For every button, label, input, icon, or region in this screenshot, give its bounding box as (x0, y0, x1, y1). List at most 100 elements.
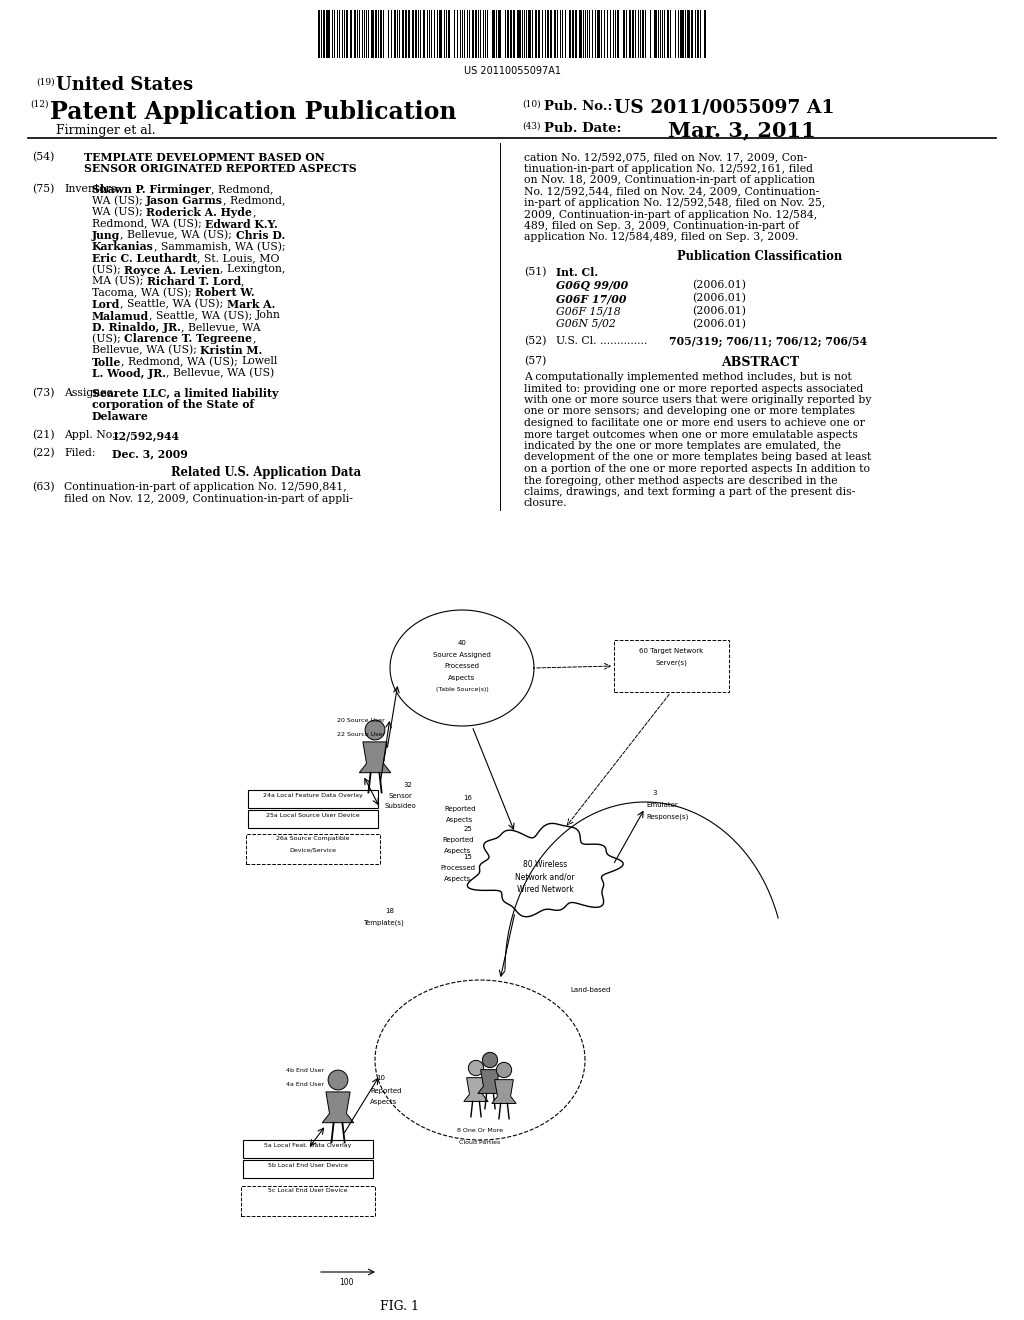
Text: 705/319; 706/11; 706/12; 706/54: 705/319; 706/11; 706/12; 706/54 (669, 337, 867, 347)
Text: Response(s): Response(s) (646, 813, 688, 820)
Text: 12/592,944: 12/592,944 (112, 430, 180, 441)
Text: Tolle: Tolle (92, 356, 122, 367)
Text: FIG. 1: FIG. 1 (381, 1300, 420, 1313)
Bar (380, 11, 382, 58)
Bar (323, 11, 325, 58)
Bar (579, 11, 582, 58)
Circle shape (497, 1063, 512, 1077)
Text: on Nov. 18, 2009, Continuation-in-part of application: on Nov. 18, 2009, Continuation-in-part o… (524, 176, 815, 185)
Bar (597, 11, 600, 58)
Bar (475, 11, 477, 58)
Text: Emulator: Emulator (646, 803, 678, 808)
Text: , Bellevue, WA: , Bellevue, WA (181, 322, 260, 333)
Text: Karkanias: Karkanias (92, 242, 154, 252)
Bar (423, 11, 425, 58)
Circle shape (328, 1071, 348, 1090)
Text: Roderick A. Hyde: Roderick A. Hyde (146, 207, 252, 218)
Bar (667, 11, 669, 58)
Text: Aspects: Aspects (444, 847, 472, 854)
Text: Tacoma, WA (US);: Tacoma, WA (US); (92, 288, 196, 298)
Text: Int. Cl.: Int. Cl. (556, 267, 598, 279)
Bar (507, 11, 509, 58)
Text: the foregoing, other method aspects are described in the: the foregoing, other method aspects are … (524, 475, 838, 486)
Text: 32: 32 (403, 781, 413, 788)
Text: ,: , (252, 207, 256, 216)
Text: Aspects: Aspects (370, 1100, 397, 1105)
Text: WA (US);: WA (US); (92, 195, 146, 206)
Bar (575, 11, 577, 58)
Bar (248, 810, 378, 828)
Text: Reported: Reported (444, 807, 476, 812)
Text: D. Rinaldo, JR.: D. Rinaldo, JR. (92, 322, 181, 333)
Text: (57): (57) (524, 356, 547, 367)
Text: 18: 18 (385, 908, 394, 913)
Text: (2006.01): (2006.01) (692, 306, 746, 317)
Text: Robert W.: Robert W. (196, 288, 255, 298)
Text: TEMPLATE DEVELOPMENT BASED ON: TEMPLATE DEVELOPMENT BASED ON (84, 152, 325, 162)
Text: more target outcomes when one or more emulatable aspects: more target outcomes when one or more em… (524, 429, 858, 440)
Circle shape (366, 721, 385, 741)
Text: Server(s): Server(s) (655, 660, 687, 667)
Text: 22 Source User: 22 Source User (337, 733, 385, 737)
Text: (73): (73) (32, 388, 54, 399)
Text: 5a Local Feat. Data Overlay: 5a Local Feat. Data Overlay (264, 1143, 351, 1148)
Bar (572, 11, 574, 58)
Text: Delaware: Delaware (92, 411, 148, 422)
Bar (705, 11, 706, 58)
Bar (538, 11, 540, 58)
Polygon shape (467, 824, 624, 916)
Text: G06Q 99/00: G06Q 99/00 (556, 280, 629, 290)
Text: 489, filed on Sep. 3, 2009, Continuation-in-part of: 489, filed on Sep. 3, 2009, Continuation… (524, 220, 799, 231)
Text: (21): (21) (32, 430, 54, 441)
Bar (691, 11, 693, 58)
Text: Source Assigned: Source Assigned (433, 652, 490, 657)
Text: with one or more source users that were originally reported by: with one or more source users that were … (524, 395, 871, 405)
Text: , Redmond,: , Redmond, (211, 183, 273, 194)
Text: 40: 40 (458, 640, 467, 645)
Polygon shape (478, 1069, 502, 1093)
Bar (642, 11, 644, 58)
Text: (54): (54) (32, 152, 54, 162)
Text: , Seattle, WA (US);: , Seattle, WA (US); (120, 300, 227, 309)
Polygon shape (464, 1077, 488, 1101)
Text: claims, drawings, and text forming a part of the present dis-: claims, drawings, and text forming a par… (524, 487, 855, 498)
Bar (415, 11, 417, 58)
Text: US 2011/0055097 A1: US 2011/0055097 A1 (614, 98, 835, 116)
Text: 4a End User: 4a End User (286, 1082, 324, 1086)
Circle shape (482, 1052, 498, 1068)
Text: 25a Local Source User Device: 25a Local Source User Device (266, 813, 359, 818)
Bar (406, 11, 407, 58)
Bar (241, 1185, 375, 1216)
Bar (318, 11, 319, 58)
Bar (687, 11, 690, 58)
Bar (492, 11, 495, 58)
Text: , Bellevue, WA (US);: , Bellevue, WA (US); (120, 230, 236, 240)
Circle shape (468, 1060, 483, 1076)
Text: corporation of the State of: corporation of the State of (92, 400, 254, 411)
Bar (517, 11, 521, 58)
Text: Appl. No.:: Appl. No.: (63, 430, 119, 440)
Text: United States: United States (56, 77, 194, 94)
Text: Edward K.Y.: Edward K.Y. (205, 219, 278, 230)
Text: 20 Source User: 20 Source User (337, 718, 385, 723)
Text: , Sammamish, WA (US);: , Sammamish, WA (US); (154, 242, 286, 252)
Text: John: John (256, 310, 281, 321)
Text: 26a Source Compatible: 26a Source Compatible (276, 836, 350, 841)
Text: Bellevue, WA (US);: Bellevue, WA (US); (92, 345, 201, 355)
Bar (371, 11, 374, 58)
Text: Shawn P. Firminger: Shawn P. Firminger (92, 183, 211, 195)
Text: US 20110055097A1: US 20110055097A1 (464, 66, 560, 77)
Bar (412, 11, 414, 58)
Text: Kristin M.: Kristin M. (201, 345, 262, 356)
Text: (Table Source(s)): (Table Source(s)) (435, 686, 488, 692)
Text: Land-based: Land-based (570, 987, 610, 993)
Bar (697, 11, 699, 58)
Text: Network and/or: Network and/or (515, 873, 574, 882)
Text: Jason Garms: Jason Garms (146, 195, 223, 206)
Bar (346, 11, 348, 58)
Text: Lowell: Lowell (242, 356, 278, 367)
Text: (75): (75) (32, 183, 54, 194)
Bar (550, 11, 552, 58)
Text: , Lexington,: , Lexington, (220, 264, 286, 275)
Text: 15: 15 (464, 854, 472, 861)
